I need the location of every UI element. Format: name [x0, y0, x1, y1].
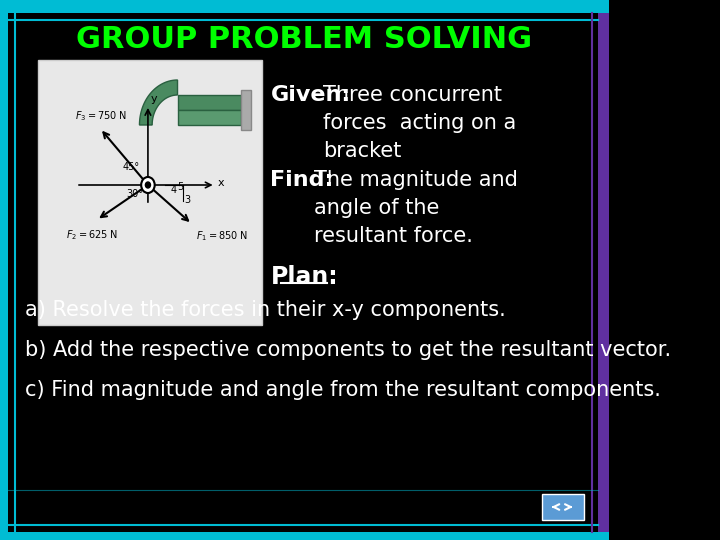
- Text: x: x: [217, 178, 224, 188]
- Text: Three concurrent
forces  acting on a
bracket: Three concurrent forces acting on a brac…: [323, 85, 516, 161]
- Circle shape: [145, 182, 150, 188]
- Text: 5: 5: [177, 182, 183, 192]
- Text: c) Find magnitude and angle from the resultant components.: c) Find magnitude and angle from the res…: [25, 380, 661, 400]
- Text: b) Add the respective components to get the resultant vector.: b) Add the respective components to get …: [25, 340, 672, 360]
- Text: The magnitude and
angle of the
resultant force.: The magnitude and angle of the resultant…: [315, 170, 518, 246]
- FancyBboxPatch shape: [0, 0, 608, 13]
- Text: $F_1 = 850$ N: $F_1 = 850$ N: [196, 229, 248, 243]
- Text: GROUP PROBLEM SOLVING: GROUP PROBLEM SOLVING: [76, 25, 532, 55]
- Text: 3: 3: [184, 195, 191, 205]
- FancyBboxPatch shape: [542, 494, 584, 520]
- Circle shape: [141, 177, 155, 193]
- Text: 30°: 30°: [127, 189, 144, 199]
- Polygon shape: [140, 80, 178, 125]
- Text: Plan:: Plan:: [271, 265, 338, 289]
- FancyBboxPatch shape: [178, 95, 241, 110]
- Text: y: y: [150, 94, 157, 104]
- Text: a) Resolve the forces in their x-y components.: a) Resolve the forces in their x-y compo…: [25, 300, 506, 320]
- Text: $F_3 = 750$ N: $F_3 = 750$ N: [75, 110, 127, 124]
- FancyBboxPatch shape: [178, 110, 241, 125]
- Text: Given:: Given:: [271, 85, 351, 105]
- FancyBboxPatch shape: [241, 90, 251, 130]
- FancyBboxPatch shape: [0, 532, 608, 540]
- Text: Find:: Find:: [271, 170, 334, 190]
- FancyBboxPatch shape: [598, 0, 608, 540]
- Text: 45°: 45°: [122, 162, 140, 172]
- Text: $F_2 = 625$ N: $F_2 = 625$ N: [66, 228, 119, 242]
- FancyBboxPatch shape: [38, 60, 262, 325]
- FancyBboxPatch shape: [0, 0, 9, 540]
- Text: 4: 4: [170, 185, 176, 195]
